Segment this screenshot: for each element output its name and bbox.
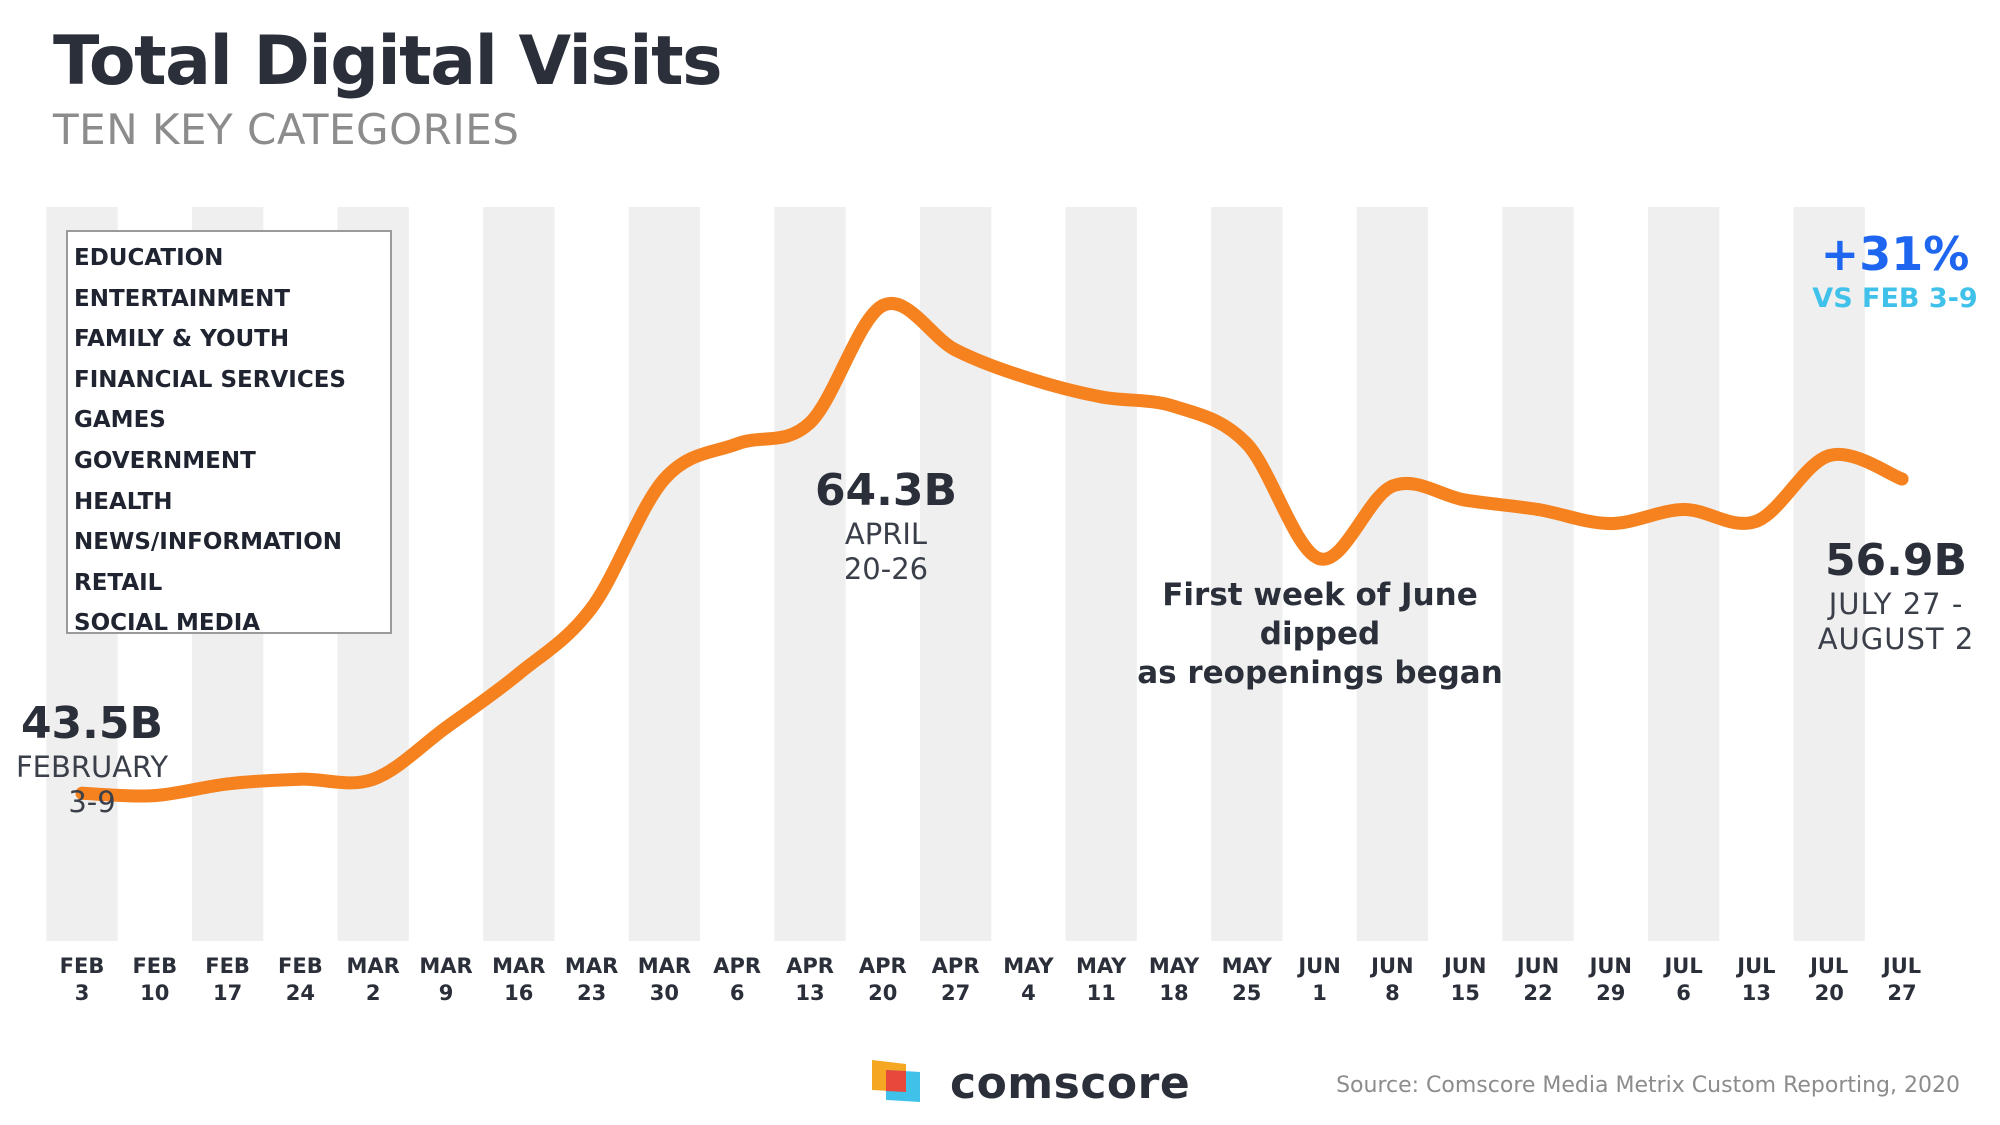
start-callout: 43.5B FEBRUARY 3-9 xyxy=(0,698,184,820)
data-point xyxy=(1895,472,1909,486)
data-point xyxy=(730,437,744,451)
x-tick-label: JUN 8 xyxy=(1369,954,1413,1005)
data-point xyxy=(1531,503,1545,517)
legend-item: RETAIL xyxy=(74,569,163,596)
data-point xyxy=(1385,479,1399,493)
x-tick-label: APR 27 xyxy=(932,954,980,1005)
x-tick-label: FEB 24 xyxy=(278,954,323,1005)
legend-item: EDUCATION xyxy=(74,245,224,271)
x-tick-label: FEB 17 xyxy=(205,954,250,1005)
x-tick-label: MAR 9 xyxy=(419,954,472,1005)
data-point xyxy=(1749,514,1763,528)
data-point xyxy=(75,786,89,800)
start-value-label: 43.5B xyxy=(20,698,164,749)
x-tick-label: MAY 18 xyxy=(1149,954,1200,1005)
grid-band xyxy=(774,207,846,941)
data-point xyxy=(585,601,599,615)
legend-item: FINANCIAL SERVICES xyxy=(74,366,346,393)
grid-band xyxy=(1647,207,1720,941)
data-point xyxy=(1094,390,1108,404)
legend-item: FAMILY & YOUTH xyxy=(74,326,290,353)
data-points xyxy=(75,298,1909,803)
grid-band xyxy=(628,207,701,941)
end-date-line2: AUGUST 2 xyxy=(1817,622,1975,656)
data-point xyxy=(1822,449,1836,463)
peak-date-line1: APRIL xyxy=(844,517,928,551)
data-point xyxy=(803,416,817,430)
comscore-brand: comscore xyxy=(950,1058,1191,1109)
data-point xyxy=(949,343,963,357)
source-note: Source: Comscore Media Metrix Custom Rep… xyxy=(1336,1073,1960,1098)
x-tick-label: MAY 11 xyxy=(1076,954,1127,1005)
june-dip-line2: as reopenings began xyxy=(1137,655,1503,691)
data-point xyxy=(512,667,526,681)
x-tick-label: JUN 22 xyxy=(1515,954,1559,1005)
x-tick-label: JUL 6 xyxy=(1662,954,1702,1005)
end-value-label: 56.9B xyxy=(1824,535,1968,586)
x-tick-label: JUN 29 xyxy=(1588,954,1632,1005)
legend-box: EDUCATION ENTERTAINMENT FAMILY & YOUTH F… xyxy=(66,230,392,636)
x-tick-label: MAR 16 xyxy=(492,954,545,1005)
end-callout: 56.9B JULY 27 - AUGUST 2 xyxy=(1786,535,2000,657)
x-tick-label: APR 6 xyxy=(713,954,761,1005)
data-point xyxy=(439,721,453,735)
june-dip-annotation: First week of June dipped as reopenings … xyxy=(1100,576,1540,693)
data-point xyxy=(1313,552,1327,566)
x-tick-label: JUL 13 xyxy=(1735,954,1775,1005)
legend-item: HEALTH xyxy=(74,488,173,515)
x-tick-label: JUL 27 xyxy=(1881,954,1921,1005)
legend-item: ENTERTAINMENT xyxy=(74,285,291,312)
series-line-total-digital-visits xyxy=(75,297,1909,803)
grid-band xyxy=(1356,207,1429,941)
data-point xyxy=(366,772,380,786)
data-point xyxy=(1021,371,1035,385)
legend-item: GOVERNMENT xyxy=(74,447,256,474)
x-tick-label: JUN 1 xyxy=(1296,954,1340,1005)
legend-item: SOCIAL MEDIA xyxy=(74,610,261,637)
peak-value-label: 64.3B xyxy=(814,465,958,516)
legend-item: GAMES xyxy=(74,407,166,434)
x-tick-label: MAY 4 xyxy=(1003,954,1054,1005)
grid-band xyxy=(1065,207,1137,941)
x-tick-label: JUN 15 xyxy=(1442,954,1486,1005)
start-date-line2: 3-9 xyxy=(68,785,116,819)
data-point xyxy=(1458,493,1472,507)
data-point xyxy=(1604,517,1618,531)
data-point xyxy=(876,298,890,312)
comscore-logo-icon xyxy=(872,1060,920,1102)
data-point xyxy=(1677,503,1691,517)
june-dip-line1: First week of June dipped xyxy=(1162,577,1478,652)
x-tick-label: MAY 25 xyxy=(1222,954,1273,1005)
peak-date-line2: 20-26 xyxy=(843,552,929,586)
x-tick-label: FEB 3 xyxy=(60,954,105,1005)
x-axis-ticks: FEB 3 FEB 10 FEB 17 FEB 24 MAR 2 MAR 9 MAR 16 MAR 23 MAR… xyxy=(60,954,1921,1005)
x-tick-label: JUL 20 xyxy=(1808,954,1848,1005)
chart-subtitle: TEN KEY CATEGORIES xyxy=(53,105,520,154)
legend-item: NEWS/INFORMATION xyxy=(74,529,343,556)
peak-callout: 64.3B APRIL 20-26 xyxy=(776,465,996,587)
grid-band xyxy=(1502,207,1574,941)
percent-change-value: +31% xyxy=(1820,227,1970,281)
grid-band xyxy=(1793,207,1865,941)
data-point xyxy=(1167,399,1181,413)
x-tick-label: APR 13 xyxy=(786,954,834,1005)
x-tick-label: APR 20 xyxy=(859,954,907,1005)
data-point xyxy=(221,777,235,791)
start-date-line1: FEBRUARY xyxy=(15,750,169,784)
chart-title: Total Digital Visits xyxy=(53,22,723,101)
grid-band xyxy=(1211,207,1283,941)
data-point xyxy=(148,789,162,803)
end-date-line1: JULY 27 - xyxy=(1828,587,1964,621)
x-tick-label: MAR 30 xyxy=(638,954,691,1005)
x-tick-label: MAR 2 xyxy=(347,954,400,1005)
data-point xyxy=(293,772,307,786)
grid-band xyxy=(483,207,555,941)
percent-change-label: VS FEB 3-9 xyxy=(1812,283,1978,314)
x-tick-label: MAR 23 xyxy=(565,954,618,1005)
x-tick-label: FEB 10 xyxy=(132,954,177,1005)
percent-change-callout: +31% VS FEB 3-9 xyxy=(1780,226,2000,316)
data-point xyxy=(657,472,671,486)
data-point xyxy=(1240,437,1254,451)
